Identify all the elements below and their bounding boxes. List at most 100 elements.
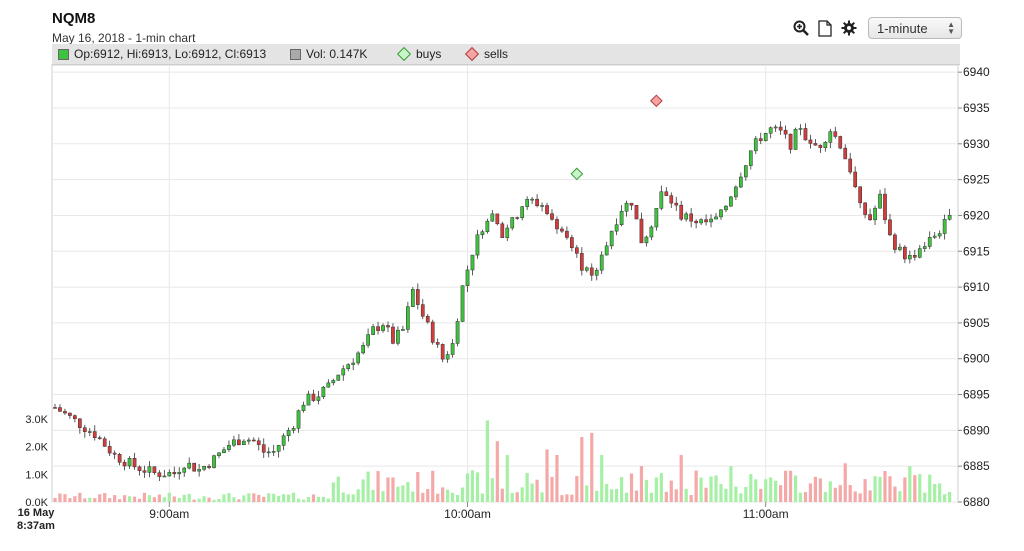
candle-body	[893, 234, 897, 250]
candle-body	[584, 267, 589, 271]
candle-body	[450, 343, 455, 355]
volume-bar	[744, 486, 748, 502]
volume-bar	[868, 490, 872, 502]
candle-body	[177, 472, 182, 475]
volume-bar	[550, 476, 554, 502]
candle-body	[480, 231, 485, 235]
candle-body	[560, 228, 564, 232]
volume-bar	[277, 495, 281, 502]
candle-body	[187, 462, 192, 469]
time-tick-label: 11:00am	[743, 507, 789, 521]
interval-value: 1-minute	[877, 20, 928, 36]
candle-body	[550, 213, 554, 220]
date-label: 16 May	[18, 507, 56, 519]
volume-bar	[351, 494, 355, 502]
candle-body	[873, 207, 877, 221]
volume-bar	[659, 473, 663, 502]
volume-bar	[132, 496, 137, 502]
candle-body	[525, 199, 529, 207]
candle-body	[783, 129, 788, 135]
candle-body	[868, 214, 872, 221]
volume-bar	[624, 492, 629, 502]
candle-body	[296, 410, 301, 429]
buys-legend[interactable]: buys	[396, 46, 442, 62]
price-tick-label: 6915	[963, 244, 990, 258]
candle-body	[227, 444, 231, 450]
volume-bar	[788, 470, 793, 502]
ohlc-swatch-icon	[58, 48, 69, 60]
volume-bar	[873, 476, 877, 502]
candle-body	[217, 452, 221, 456]
price-tick-label: 6895	[963, 388, 990, 402]
volume-bar	[296, 498, 301, 502]
buys-label: buys	[416, 47, 442, 61]
candle-body	[604, 245, 609, 256]
candle-body	[719, 209, 723, 218]
candle-body	[917, 248, 922, 258]
volume-bar	[371, 489, 375, 502]
sell-marker	[650, 94, 663, 108]
candle-body	[112, 452, 117, 455]
volume-bar	[853, 491, 857, 502]
volume-bar	[938, 483, 942, 502]
candle-body	[540, 205, 544, 207]
volume-bar	[858, 493, 862, 502]
volume-bar	[863, 479, 867, 502]
volume-bar	[316, 496, 321, 502]
volume-bar	[118, 499, 122, 502]
candle-body	[903, 246, 907, 260]
candle-body	[465, 269, 470, 286]
candle-body	[321, 386, 326, 398]
candle-body	[341, 368, 346, 376]
volume-bar	[475, 472, 480, 502]
volume-bar	[883, 470, 887, 502]
candle-body	[122, 462, 127, 467]
zoom-in-icon[interactable]	[792, 19, 810, 37]
candle-body	[222, 449, 226, 454]
chart-toolbar: 1-minute ▲ ▼	[792, 17, 962, 39]
volume-tick-label: 1.0K	[25, 469, 48, 481]
document-icon[interactable]	[816, 19, 834, 37]
candle-body	[714, 216, 718, 220]
candle-body	[256, 440, 261, 445]
volume-bar	[192, 499, 196, 502]
volume-bar	[724, 488, 728, 502]
volume-tick-label: 3.0K	[25, 414, 48, 426]
candle-body	[132, 458, 137, 468]
candle-body	[927, 237, 932, 247]
volume-bar	[654, 477, 658, 502]
volume-bar	[480, 493, 485, 502]
candle-body	[406, 306, 410, 330]
candle-body	[589, 267, 594, 276]
candle-body	[386, 325, 390, 328]
volume-bar	[585, 485, 589, 502]
volume-bar	[500, 488, 504, 502]
gear-icon[interactable]	[840, 19, 858, 37]
volume-bar	[490, 478, 494, 502]
volume-bar	[311, 494, 316, 502]
candle-body	[420, 304, 425, 317]
time-tick-label: 10:00am	[444, 507, 491, 521]
candle-body	[495, 213, 500, 225]
volume-bar	[376, 471, 380, 502]
candle-body	[445, 354, 450, 360]
volume-bar	[58, 493, 62, 502]
candle-body	[575, 247, 579, 254]
candle-body	[878, 193, 882, 209]
volume-bar	[416, 472, 420, 502]
candle-body	[276, 445, 281, 452]
volume-bar	[664, 491, 668, 502]
candle-body	[301, 404, 306, 411]
volume-bar	[505, 454, 509, 502]
sells-legend[interactable]: sells	[464, 46, 508, 62]
price-tick-label: 6910	[963, 280, 990, 294]
interval-select[interactable]: 1-minute ▲ ▼	[868, 17, 962, 39]
volume-bar	[754, 479, 758, 502]
volume-bar	[759, 488, 763, 502]
candle-body	[455, 321, 460, 344]
candle-body	[92, 431, 97, 438]
price-tick-label: 6880	[963, 495, 990, 509]
candle-body	[823, 142, 828, 148]
candle-body	[888, 219, 892, 236]
